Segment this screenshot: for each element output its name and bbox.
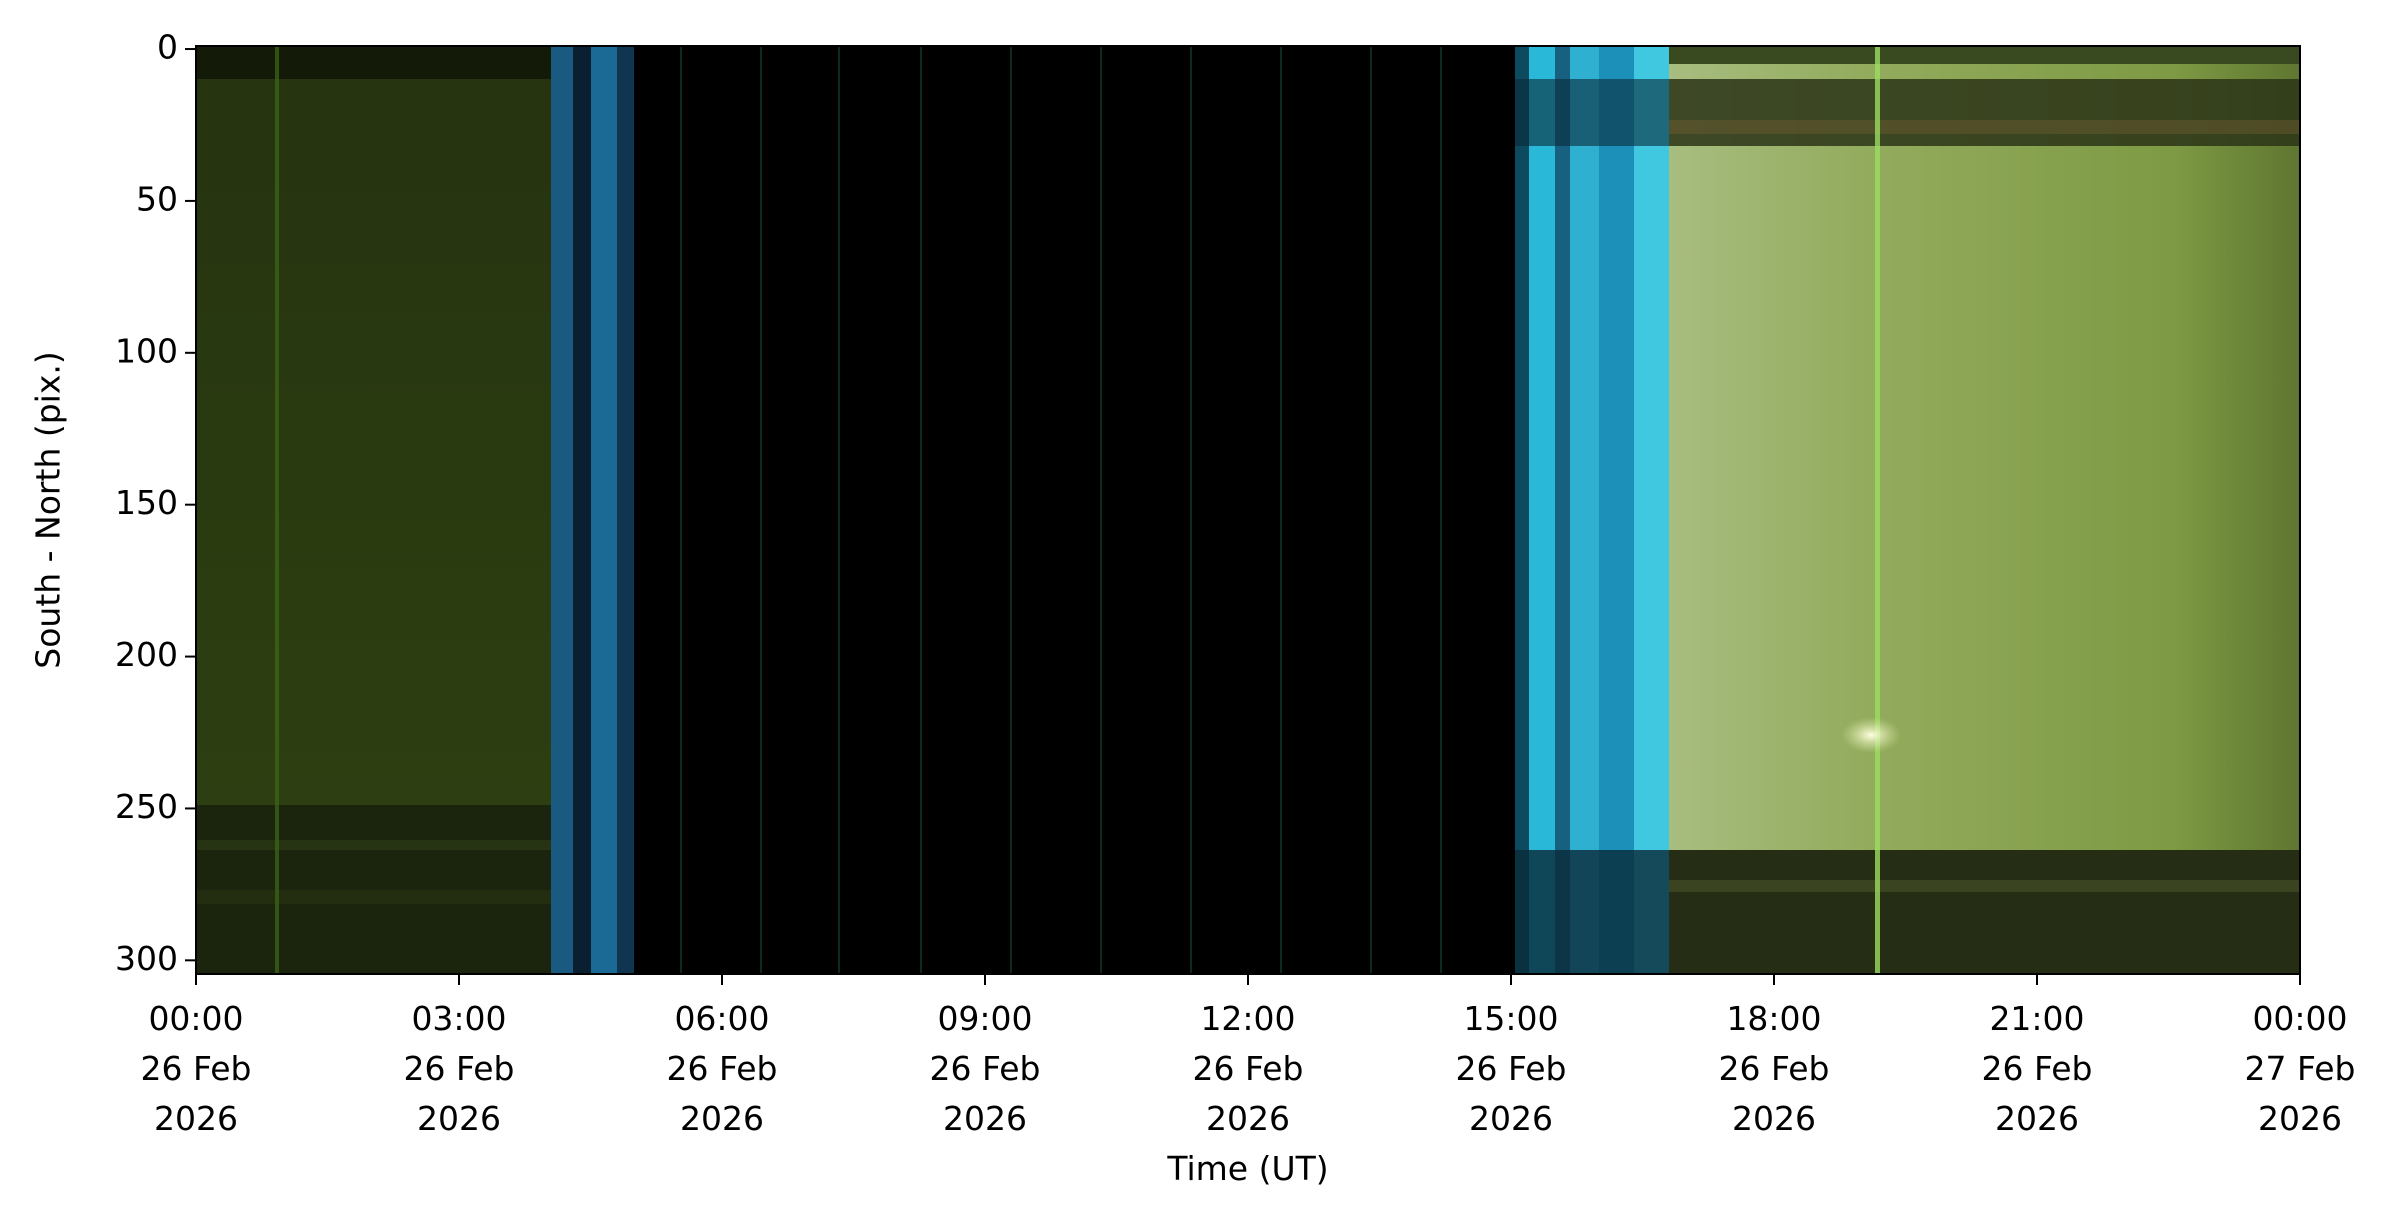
y-tick-label: 150 bbox=[115, 483, 178, 522]
x-tick-label: 00:00 27 Feb 2026 bbox=[2245, 999, 2356, 1138]
x-tick-label: 06:00 26 Feb 2026 bbox=[667, 999, 778, 1138]
x-tick-label: 15:00 26 Feb 2026 bbox=[1456, 999, 1567, 1138]
x-axis-label: Time (UT) bbox=[1166, 1149, 1328, 1188]
y-axis-label: South - North (pix.) bbox=[29, 351, 68, 668]
y-tick-label: 300 bbox=[115, 939, 178, 978]
x-tick-label: 18:00 26 Feb 2026 bbox=[1719, 999, 1830, 1138]
y-tick-label: 0 bbox=[157, 28, 178, 67]
y-tick-label: 50 bbox=[136, 179, 178, 218]
y-tick-label: 200 bbox=[115, 635, 178, 674]
x-tick-label: 03:00 26 Feb 2026 bbox=[404, 999, 515, 1138]
x-tick-label: 00:00 26 Feb 2026 bbox=[141, 999, 252, 1138]
x-tick-label: 12:00 26 Feb 2026 bbox=[1193, 999, 1304, 1138]
x-tick-label: 21:00 26 Feb 2026 bbox=[1982, 999, 2093, 1138]
y-tick-label: 100 bbox=[115, 331, 178, 370]
y-tick-label: 250 bbox=[115, 787, 178, 826]
x-tick-label: 09:00 26 Feb 2026 bbox=[930, 999, 1041, 1138]
keogram-image bbox=[196, 46, 2300, 974]
